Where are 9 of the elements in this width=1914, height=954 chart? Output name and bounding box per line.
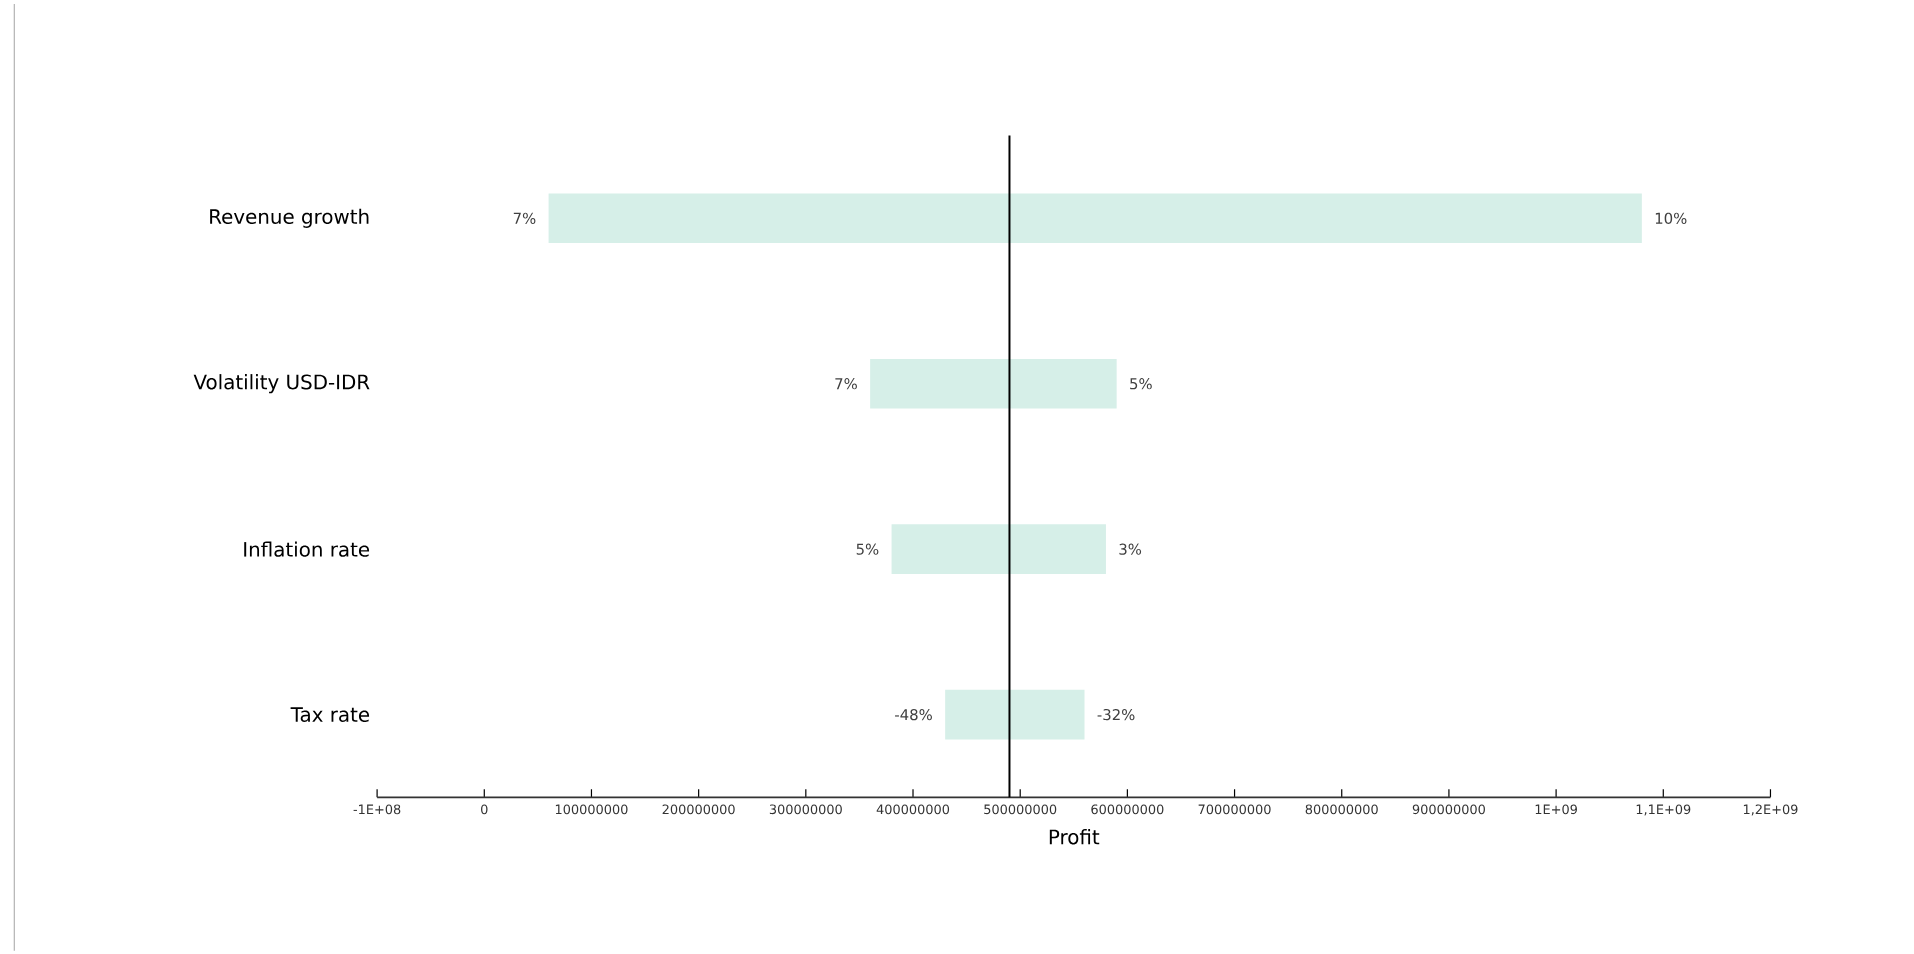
x-axis-title: Profit [1049, 828, 1100, 845]
y-tick-label: Tax rate [290, 706, 370, 722]
y-tick-label: Revenue growth [210, 208, 369, 228]
bar [891, 523, 1106, 574]
bar [870, 358, 1117, 409]
y-tick-label: Volatility USD-IDR [193, 373, 370, 393]
bar [945, 689, 1085, 740]
bar [548, 193, 1642, 243]
y-tick-label: Inflation rate [244, 541, 370, 557]
